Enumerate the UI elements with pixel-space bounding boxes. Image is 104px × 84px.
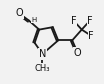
Text: CH₃: CH₃: [35, 64, 50, 72]
Text: F: F: [71, 16, 76, 26]
Text: N: N: [39, 49, 46, 59]
Text: H: H: [31, 17, 37, 23]
Text: F: F: [87, 16, 93, 26]
Text: O: O: [74, 48, 81, 58]
Text: O: O: [16, 8, 23, 18]
Text: F: F: [88, 31, 94, 41]
